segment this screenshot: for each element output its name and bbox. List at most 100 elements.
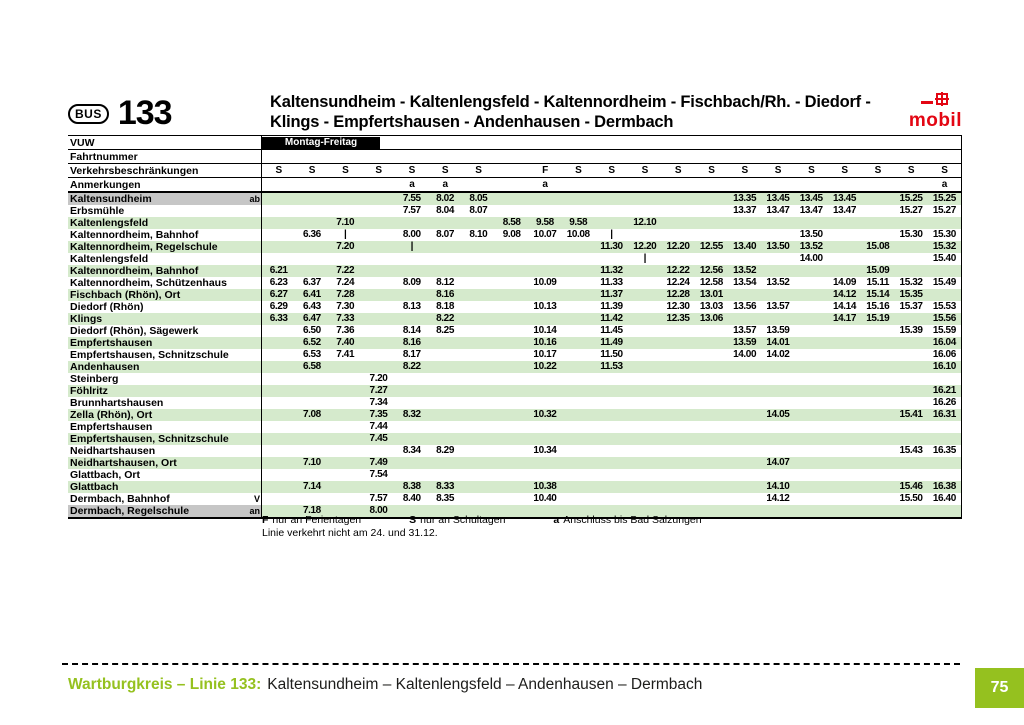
stop-row: Kaltenlengsfeld | 14.00 15.40 bbox=[68, 253, 961, 265]
time-cell: | bbox=[344, 229, 347, 240]
page-number-badge: 75 bbox=[975, 668, 1024, 708]
stop-name: Steinberg bbox=[70, 373, 119, 385]
stop-marker bbox=[248, 205, 262, 217]
restriction-cell: S bbox=[874, 165, 882, 176]
time-cell: 15.11 bbox=[866, 277, 890, 288]
time-cell: 6.23 bbox=[269, 277, 288, 288]
time-cell: 15.41 bbox=[899, 409, 923, 420]
stop-row: Empfertshausen 7.44 bbox=[68, 421, 961, 433]
bus-icon: BUS bbox=[68, 103, 109, 124]
time-cell: 7.57 bbox=[369, 493, 388, 504]
time-cell: 12.55 bbox=[699, 241, 723, 252]
time-cell: 13.47 bbox=[832, 205, 856, 216]
time-cell: 15.35 bbox=[899, 289, 923, 300]
stop-name: Kaltenlengsfeld bbox=[70, 217, 149, 229]
time-cell: 11.39 bbox=[600, 301, 623, 312]
stop-row: Diedorf (Rhön), Sägewerk 6.50 7.36 8.14 8.25… bbox=[68, 325, 961, 337]
meta-label-restrictions: Verkehrsbeschränkungen bbox=[70, 164, 199, 177]
time-cell: 8.00 bbox=[402, 229, 421, 240]
footer-divider bbox=[62, 663, 960, 665]
time-cell: 15.25 bbox=[899, 193, 923, 204]
stop-row: Dermbach, Bahnhof V 7.57 8.40 8.35 10.40 14.12… bbox=[68, 493, 961, 505]
time-cell: 11.49 bbox=[600, 337, 623, 348]
time-cell: 13.01 bbox=[699, 289, 723, 300]
stop-name: Zella (Rhön), Ort bbox=[70, 409, 153, 421]
legend-key: S bbox=[409, 514, 417, 526]
stop-marker: V bbox=[248, 493, 262, 505]
time-cell: 13.06 bbox=[699, 313, 723, 324]
legend-note: Linie verkehrt nicht am 24. und 31.12. bbox=[262, 527, 438, 539]
time-cell: 9.58 bbox=[535, 217, 554, 228]
time-cell: 13.45 bbox=[799, 193, 823, 204]
time-cell: 15.46 bbox=[899, 481, 923, 492]
remark-cell: a bbox=[442, 179, 448, 190]
stop-name: Fischbach (Rhön), Ort bbox=[70, 289, 181, 301]
stop-row: Kaltennordheim, Bahnhof 6.36 | 8.00 8.07 8.10… bbox=[68, 229, 961, 241]
time-cell: 13.59 bbox=[766, 325, 790, 336]
time-cell: 6.43 bbox=[302, 301, 321, 312]
time-cell: 6.27 bbox=[269, 289, 288, 300]
time-cell: 12.24 bbox=[666, 277, 690, 288]
time-cell: 14.14 bbox=[832, 301, 856, 312]
day-band-label: Montag-Freitag bbox=[262, 136, 380, 149]
legend-text: Anschluss bis Bad Salzungen bbox=[563, 514, 702, 526]
stop-name: Glattbach bbox=[70, 481, 119, 493]
stop-row: Empfertshausen 6.52 7.40 8.16 10.16 11.49 13.5… bbox=[68, 337, 961, 349]
time-cell: 12.56 bbox=[699, 265, 723, 276]
time-cell: 8.40 bbox=[402, 493, 421, 504]
stop-marker: an bbox=[248, 505, 262, 517]
time-cell: 16.04 bbox=[932, 337, 956, 348]
stop-name: Brunnhartshausen bbox=[70, 397, 164, 409]
route-title: Kaltensundheim - Kaltenlengsfeld - Kalte… bbox=[270, 92, 871, 132]
time-cell: 16.40 bbox=[932, 493, 956, 504]
time-cell: 15.27 bbox=[899, 205, 923, 216]
time-cell: 13.59 bbox=[733, 337, 757, 348]
time-cell: 7.36 bbox=[336, 325, 355, 336]
time-cell: 8.14 bbox=[402, 325, 421, 336]
time-cell: 8.22 bbox=[402, 361, 421, 372]
time-cell: 6.37 bbox=[302, 277, 321, 288]
stop-marker bbox=[248, 265, 262, 277]
time-cell: 8.34 bbox=[402, 445, 421, 456]
time-cell: 11.30 bbox=[600, 241, 623, 252]
time-cell: 10.09 bbox=[533, 277, 557, 288]
time-cell: 6.41 bbox=[302, 289, 321, 300]
time-cell: 15.30 bbox=[932, 229, 956, 240]
stop-row: Glattbach 7.14 8.38 8.33 10.38 14.10 15.46 16.3… bbox=[68, 481, 961, 493]
stop-name: Klings bbox=[70, 313, 103, 325]
time-cell: 12.58 bbox=[699, 277, 723, 288]
time-cell: 8.12 bbox=[436, 277, 454, 288]
time-cell: 16.21 bbox=[932, 385, 956, 396]
time-cell: 8.22 bbox=[436, 313, 454, 324]
time-cell: 9.58 bbox=[569, 217, 588, 228]
time-cell: 14.10 bbox=[766, 481, 790, 492]
legend-key: F bbox=[262, 514, 269, 526]
restriction-cell: S bbox=[774, 165, 782, 176]
stop-marker bbox=[248, 469, 262, 481]
time-cell: 6.47 bbox=[302, 313, 321, 324]
marker-cell bbox=[248, 164, 262, 177]
stop-name: Diedorf (Rhön) bbox=[70, 301, 144, 313]
stop-name: Kaltennordheim, Bahnhof bbox=[70, 265, 199, 277]
time-cell: 14.17 bbox=[832, 313, 856, 324]
time-cell: 7.14 bbox=[302, 481, 321, 492]
time-cell: 10.13 bbox=[533, 301, 557, 312]
time-cell: 7.20 bbox=[336, 241, 355, 252]
stop-marker bbox=[248, 361, 262, 373]
stop-row: Empfertshausen, Schnitzschule 7.45 bbox=[68, 433, 961, 445]
time-cell: 6.52 bbox=[302, 337, 321, 348]
time-cell: 13.47 bbox=[766, 205, 790, 216]
remark-cell: a bbox=[409, 179, 415, 190]
time-cell: 7.44 bbox=[369, 421, 388, 432]
time-cell: 15.56 bbox=[932, 313, 956, 324]
time-cell: 8.17 bbox=[402, 349, 421, 360]
restriction-cell: S bbox=[708, 165, 715, 176]
time-cell: 7.54 bbox=[369, 469, 388, 480]
time-cell: 14.12 bbox=[832, 289, 856, 300]
time-cell: 8.32 bbox=[402, 409, 421, 420]
time-cell: 15.09 bbox=[866, 265, 890, 276]
time-cell: 13.45 bbox=[832, 193, 856, 204]
mobil-logo: mobil bbox=[909, 92, 962, 130]
restriction-cell: S bbox=[608, 165, 615, 176]
